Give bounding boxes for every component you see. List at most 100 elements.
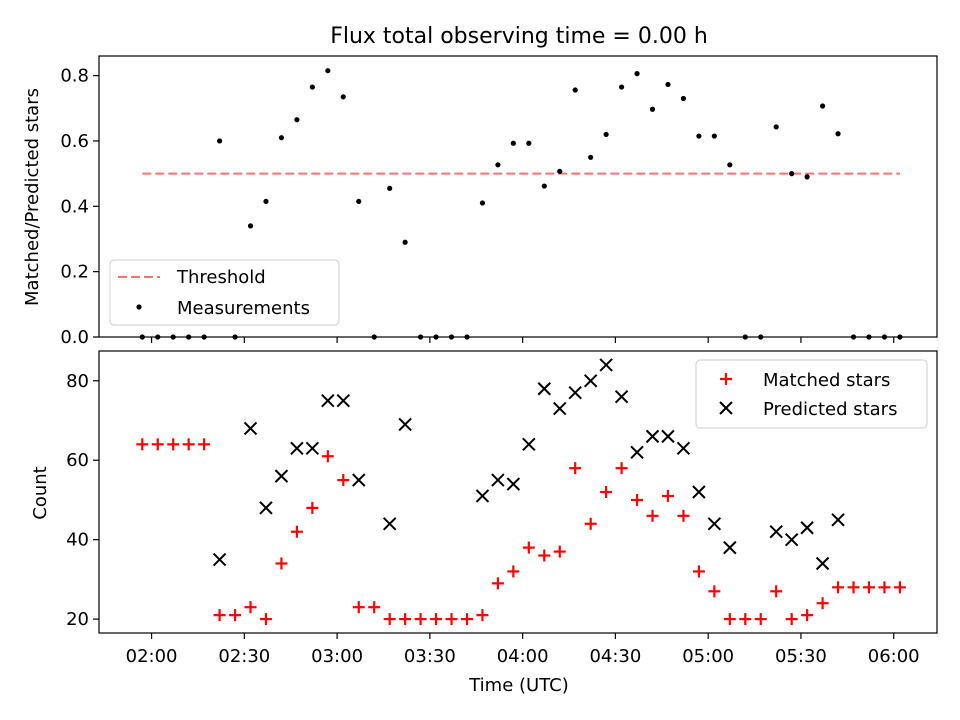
measurement-point — [680, 95, 687, 102]
matched-star-point — [569, 462, 582, 475]
measurement-point — [216, 138, 223, 144]
matched-star-point — [661, 489, 674, 502]
matched-star-point — [275, 557, 288, 570]
measurement-point — [773, 124, 779, 130]
predicted-star-point — [815, 556, 830, 571]
top-x-ticks — [150, 337, 895, 343]
matched-star-point — [167, 438, 180, 451]
measurement-point — [603, 131, 609, 138]
measurement-point — [588, 154, 594, 160]
matched-star-point — [631, 493, 644, 506]
y-tick-label: 0.4 — [60, 196, 89, 217]
measurements-series — [139, 68, 903, 340]
x-tick-label: 02:00 — [126, 646, 178, 667]
measurement-point — [294, 117, 300, 123]
matched-star-point — [600, 486, 613, 498]
bottom-legend-box — [695, 359, 928, 429]
predicted-star-point — [599, 358, 613, 372]
measurement-point — [402, 239, 408, 245]
matched-star-point — [290, 525, 303, 538]
predicted-star-point — [692, 485, 706, 499]
matched-star-point — [739, 613, 752, 626]
matched-star-point — [646, 509, 659, 522]
y-tick-label: 60 — [66, 450, 89, 471]
matched-star-point — [259, 613, 272, 626]
top-legend: Threshold Measurements — [109, 259, 340, 326]
matched-star-point — [213, 609, 226, 622]
predicted-star-point — [274, 469, 289, 483]
legend-matched-label: Matched stars — [763, 370, 890, 391]
predicted-star-point — [661, 429, 675, 444]
matched-star-point — [182, 438, 195, 451]
predicted-star-point — [522, 437, 536, 452]
predicted-star-point — [537, 382, 551, 396]
matched-star-point — [878, 581, 891, 594]
measurement-point — [835, 131, 841, 137]
predicted-star-point — [723, 540, 737, 555]
matched-stars-series — [136, 438, 906, 626]
measurement-point — [278, 135, 285, 141]
matched-star-point — [460, 613, 473, 626]
predicted-star-point — [491, 473, 505, 487]
measurement-point — [819, 103, 826, 109]
bottom-y-ticks: 20 40 60 80 — [66, 371, 99, 630]
y-tick-label: 0.6 — [60, 131, 89, 152]
matched-star-point — [677, 509, 690, 522]
measurement-point — [711, 133, 717, 139]
measurement-point — [572, 87, 578, 93]
predicted-star-point — [676, 441, 691, 456]
top-axes: 0.00.20.40.60.8 Matched/Predicted stars … — [22, 55, 938, 348]
predicted-star-point — [784, 532, 799, 547]
y-tick-label: 0.0 — [60, 327, 89, 348]
measurement-point — [649, 106, 656, 112]
matched-star-point — [229, 609, 242, 622]
matched-star-point — [862, 581, 875, 594]
matched-star-point — [708, 585, 721, 598]
predicted-star-point — [553, 401, 567, 416]
matched-star-point — [770, 585, 783, 598]
legend-measurements-swatch — [136, 304, 142, 310]
x-tick-label: 05:00 — [682, 646, 734, 667]
predicted-star-point — [645, 429, 660, 444]
legend-predicted-swatch — [719, 401, 733, 415]
measurement-point — [247, 223, 254, 229]
bottom-y-axis-label: Count — [30, 466, 51, 519]
measurement-point — [526, 140, 532, 146]
x-tick-label: 05:30 — [775, 646, 827, 667]
measurement-point — [325, 68, 331, 74]
predicted-star-point — [831, 513, 845, 527]
predicted-star-point — [630, 445, 644, 459]
matched-star-point — [538, 549, 551, 562]
predicted-star-point — [506, 477, 521, 491]
matched-star-point — [615, 462, 628, 475]
matched-star-point — [368, 601, 381, 614]
matched-star-point — [337, 474, 350, 487]
matched-star-point — [476, 609, 489, 622]
predicted-star-point — [614, 389, 629, 404]
measurement-point — [618, 84, 625, 90]
matched-star-point — [151, 438, 164, 451]
legend-predicted-label: Predicted stars — [763, 399, 897, 420]
top-axes-frame — [98, 55, 938, 338]
matched-star-point — [893, 581, 906, 594]
matched-star-point — [244, 601, 257, 614]
predicted-star-point — [568, 385, 582, 400]
measurement-point — [696, 133, 702, 139]
measurement-point — [727, 162, 733, 168]
legend-threshold-label: Threshold — [176, 267, 266, 288]
matched-star-point — [414, 613, 427, 626]
top-legend-box — [109, 259, 340, 326]
measurement-point — [510, 140, 516, 146]
predicted-star-point — [336, 393, 350, 408]
predicted-star-point — [800, 521, 814, 535]
predicted-stars-series — [212, 358, 845, 571]
y-tick-label: 40 — [66, 530, 89, 551]
predicted-star-point — [398, 417, 412, 432]
predicted-star-point — [769, 525, 783, 539]
measurement-point — [263, 198, 269, 205]
measurement-point — [340, 94, 346, 100]
matched-star-point — [801, 609, 814, 622]
x-tick-label: 03:00 — [311, 646, 363, 667]
y-tick-label: 0.2 — [60, 262, 89, 283]
